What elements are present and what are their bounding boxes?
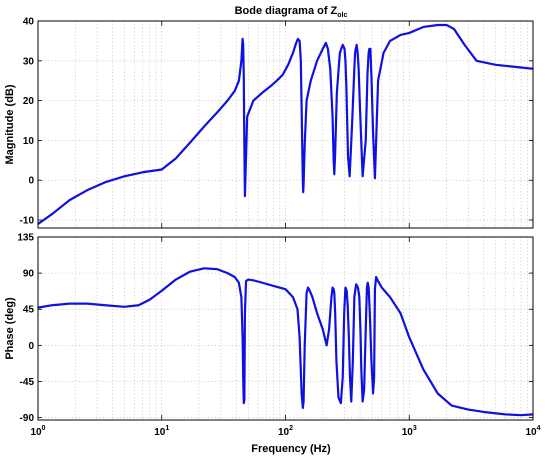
chart-title: Bode diagrama of Zolc — [235, 5, 348, 19]
phase-y-ticks: -90 -45 0 45 90 135 — [17, 233, 533, 424]
y-tick-label: 20 — [23, 96, 35, 107]
magnitude-y-axis-label: Magnitude (dB) — [4, 84, 16, 164]
magnitude-grid — [38, 21, 533, 228]
x-tick-label: 104 — [525, 425, 540, 438]
phase-plot-frame — [37, 236, 534, 421]
x-tick-label: 101 — [154, 425, 169, 438]
magnitude-y-ticks: -10 0 10 20 30 40 — [20, 17, 533, 227]
y-tick-label: -45 — [20, 377, 35, 388]
phase-grid — [38, 237, 533, 420]
magnitude-panel: -10 0 10 20 30 40 Magnitude (dB) — [4, 17, 534, 229]
x-tick-label: 103 — [402, 425, 417, 438]
phase-y-axis-label: Phase (deg) — [4, 297, 16, 360]
y-tick-label: -10 — [20, 216, 35, 227]
phase-panel: -90 -45 0 45 90 135 100 101 102 103 104 Phase (de… — [4, 233, 541, 439]
y-tick-label: 30 — [23, 56, 35, 67]
magnitude-plot-frame — [37, 20, 534, 229]
phase-series-line — [37, 267, 534, 417]
y-tick-label: 0 — [28, 341, 34, 352]
y-tick-label: -90 — [20, 413, 35, 424]
y-tick-label: 10 — [23, 136, 35, 147]
y-tick-label: 40 — [23, 17, 35, 28]
x-tick-label: 100 — [30, 425, 45, 438]
y-tick-label: 45 — [23, 305, 35, 316]
x-axis-label: Frequency (Hz) — [251, 443, 331, 455]
x-tick-label: 102 — [278, 425, 293, 438]
y-tick-label: 0 — [28, 176, 34, 187]
magnitude-series-line — [37, 23, 534, 225]
phase-x-ticks: 100 101 102 103 104 — [30, 237, 541, 438]
y-tick-label: 90 — [23, 269, 35, 280]
y-tick-label: 135 — [17, 233, 34, 244]
